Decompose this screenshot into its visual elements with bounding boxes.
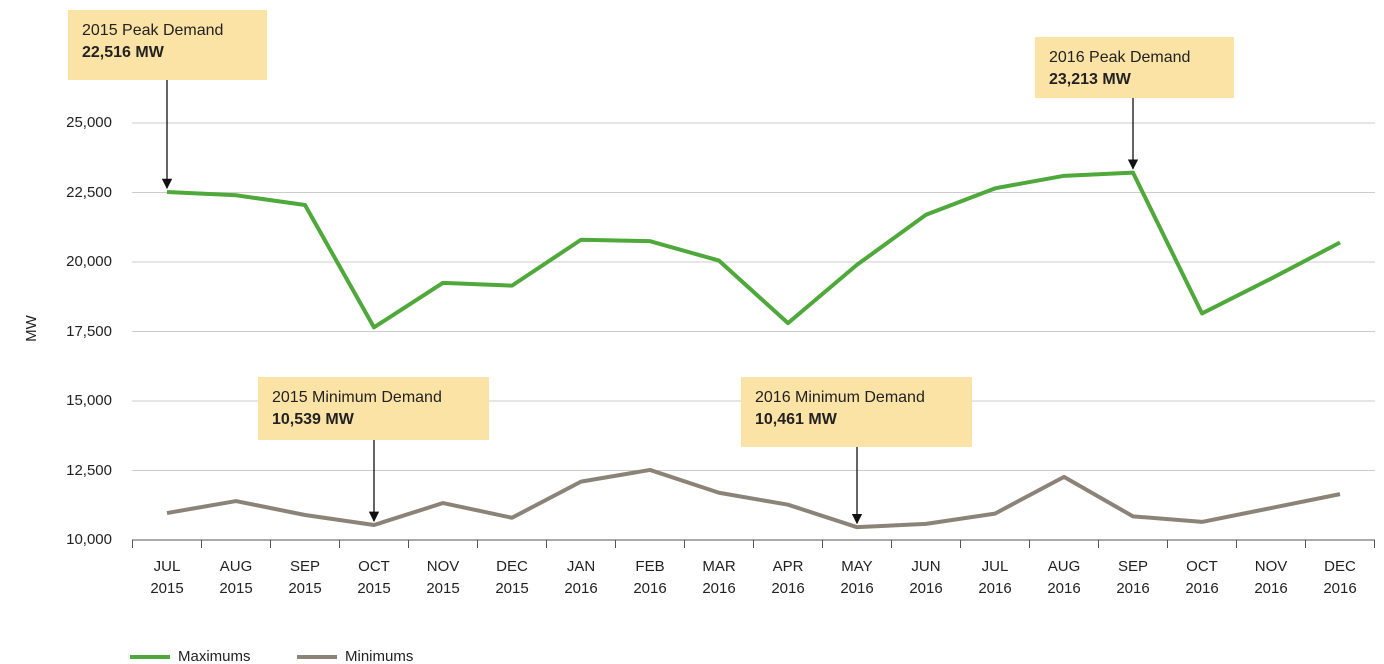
x-tick-label: MAR 2016: [702, 558, 736, 597]
y-tick-label: 12,500: [66, 461, 112, 479]
x-tick-label: JUN 2016: [909, 558, 943, 597]
annotation-box: 2016 Minimum Demand 10,461 MW: [741, 377, 972, 447]
y-tick-label: 15,000: [66, 392, 112, 409]
x-tick-label: NOV 2016: [1254, 558, 1288, 597]
x-tick-label: JUL 2016: [978, 558, 1012, 597]
series-line: [166, 467, 1341, 530]
annotation-box: 2015 Minimum Demand 10,539 MW: [258, 377, 489, 440]
x-tick-label: AUG 2016: [1047, 558, 1081, 597]
annotation-value: 22,516 MW: [82, 44, 164, 61]
x-tick-label: JUL 2015: [150, 558, 184, 597]
x-tick-label: SEP 2015: [288, 558, 322, 597]
annotation-box: 2016 Peak Demand 23,213 MW: [1035, 37, 1234, 98]
annotation-box: 2015 Peak Demand 22,516 MW: [68, 10, 267, 80]
y-axis-label: MW: [22, 315, 40, 342]
y-tick-label: 20,000: [66, 253, 112, 270]
x-tick-label: DEC 2016: [1323, 558, 1357, 597]
x-tick-label: FEB 2016: [633, 558, 667, 597]
legend-label: Maximums: [178, 648, 251, 664]
x-tick-label: JAN 2016: [564, 558, 598, 597]
x-tick-label: OCT 2016: [1185, 558, 1219, 597]
annotation-text: 2015 Peak Demand: [82, 22, 224, 39]
legend-label: Minimums: [345, 648, 414, 664]
x-tick-label: APR 2016: [771, 558, 805, 597]
x-tick-label: MAY 2016: [840, 558, 874, 597]
x-tick-label: DEC 2015: [495, 558, 529, 597]
annotation-value: 10,539 MW: [272, 411, 354, 428]
x-tick-label: SEP 2016: [1116, 558, 1150, 597]
y-tick-label: 17,500: [66, 322, 112, 340]
series-line: [166, 170, 1341, 330]
annotation-value: 23,213 MW: [1049, 71, 1131, 88]
x-tick-label: AUG 2015: [219, 558, 253, 597]
annotation-value: 10,461 MW: [755, 411, 837, 428]
annotation-text: 2016 Minimum Demand: [755, 389, 925, 406]
x-tick-label: OCT 2015: [357, 558, 391, 597]
y-tick-label: 10,000: [66, 531, 112, 548]
annotation-text: 2015 Minimum Demand: [272, 389, 442, 406]
annotation-text: 2016 Peak Demand: [1049, 49, 1191, 66]
x-tick-label: NOV 2015: [426, 558, 460, 597]
y-tick-label: 22,500: [66, 183, 112, 201]
y-tick-label: 25,000: [66, 114, 112, 131]
